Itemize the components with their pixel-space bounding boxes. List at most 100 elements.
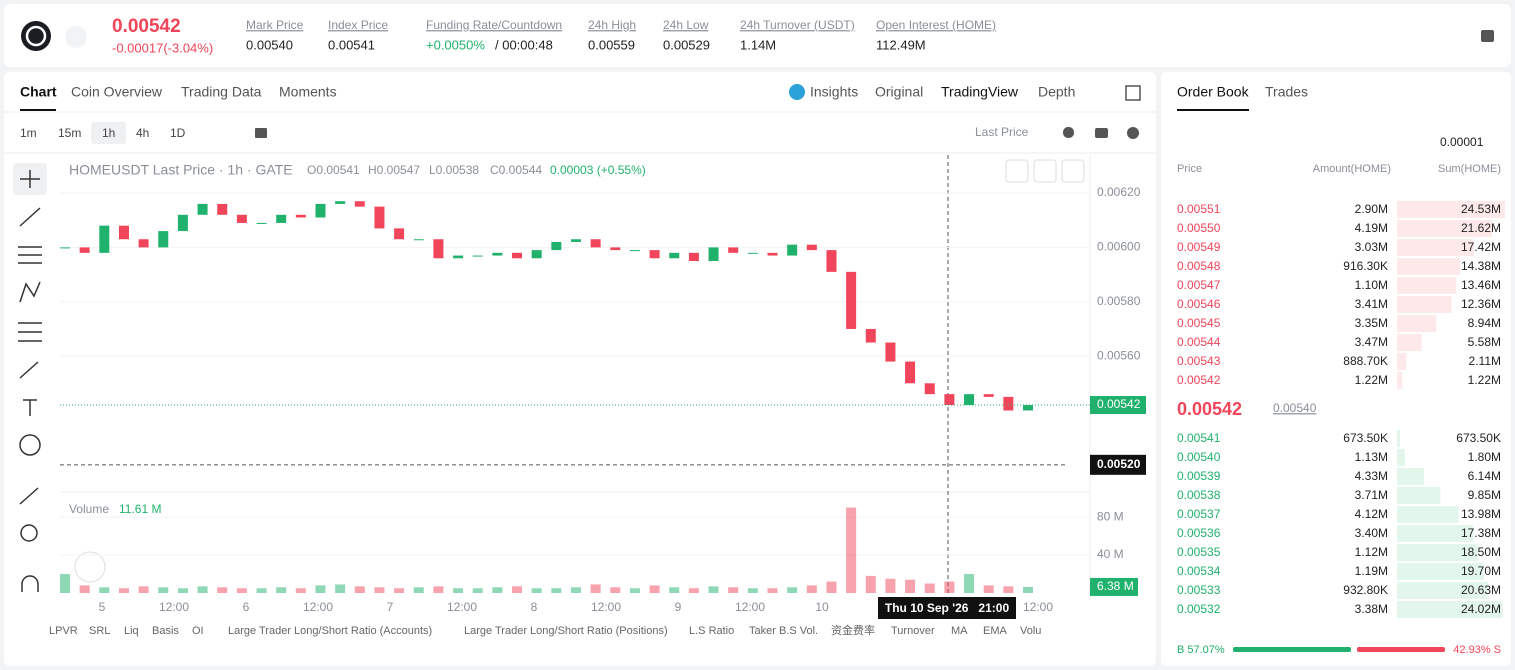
indicator-tab[interactable]: Taker B.S Vol. xyxy=(749,625,818,637)
book-price[interactable]: 0.00532 xyxy=(1177,602,1221,616)
book-price[interactable]: 0.00534 xyxy=(1177,564,1221,578)
candle xyxy=(236,214,247,223)
candle xyxy=(276,214,287,223)
indicator-tab[interactable]: Basis xyxy=(152,625,179,637)
book-price[interactable]: 0.00547 xyxy=(1177,278,1221,292)
interval[interactable]: 1D xyxy=(170,126,186,140)
depth-bar xyxy=(1397,487,1441,504)
candle xyxy=(669,252,680,259)
candle xyxy=(60,247,70,249)
indicator-tab[interactable]: EMA xyxy=(983,625,1008,637)
chart-tab[interactable]: Moments xyxy=(279,84,337,100)
chart-tab[interactable]: Coin Overview xyxy=(71,84,163,100)
volume-bar xyxy=(295,588,306,593)
book-amount: 1.22M xyxy=(1355,373,1388,387)
indicator-tab[interactable]: Turnover xyxy=(891,625,935,637)
candle xyxy=(826,250,837,272)
book-price[interactable]: 0.00543 xyxy=(1177,354,1221,368)
price-type[interactable]: Last Price xyxy=(975,125,1029,139)
stat-extra: / 00:00:48 xyxy=(495,37,553,52)
candle xyxy=(629,250,640,252)
book-price[interactable]: 0.00539 xyxy=(1177,469,1221,483)
candle xyxy=(610,247,621,251)
book-price[interactable]: 0.00541 xyxy=(1177,431,1221,445)
book-tab[interactable]: Order Book xyxy=(1177,84,1250,100)
volume-bar xyxy=(512,586,523,593)
book-sum: 24.02M xyxy=(1461,602,1501,616)
favorite[interactable] xyxy=(65,26,87,48)
stat-label: 24h Low xyxy=(663,18,709,32)
ohlc-h: H0.00547 xyxy=(368,163,420,177)
view-tab[interactable]: TradingView xyxy=(941,84,1019,100)
candle xyxy=(708,247,719,261)
candle xyxy=(118,225,129,240)
interval[interactable]: 15m xyxy=(58,126,81,140)
book-price[interactable]: 0.00546 xyxy=(1177,297,1221,311)
y-tick-label: 0.00580 xyxy=(1097,294,1141,308)
stat-value: 0.00529 xyxy=(663,37,710,52)
view-tab[interactable]: Insights xyxy=(810,84,858,100)
book-price[interactable]: 0.00538 xyxy=(1177,488,1221,502)
book-sum: 12.36M xyxy=(1461,297,1501,311)
candle xyxy=(649,250,660,259)
interval[interactable]: 1h xyxy=(102,126,115,140)
depth-bar xyxy=(1397,220,1493,237)
stat-label: Open Interest (HOME) xyxy=(876,18,996,32)
volume-bar xyxy=(885,578,896,593)
buy-ratio: B 57.07% xyxy=(1177,644,1225,656)
book-sum: 9.85M xyxy=(1468,488,1501,502)
candle xyxy=(295,214,306,218)
candle xyxy=(492,252,503,256)
book-amount: 3.41M xyxy=(1355,297,1388,311)
indicator-tab[interactable]: L.S Ratio xyxy=(689,625,734,637)
book-price[interactable]: 0.00545 xyxy=(1177,316,1221,330)
book-price[interactable]: 0.00551 xyxy=(1177,202,1221,216)
book-sum: 6.14M xyxy=(1468,469,1501,483)
indicator-tab[interactable]: SRL xyxy=(89,625,110,637)
book-sum: 18.50M xyxy=(1461,545,1501,559)
chart-tab[interactable]: Chart xyxy=(20,84,57,100)
ohlc-chg: 0.00003 (+0.55%) xyxy=(550,163,646,177)
volume-bar xyxy=(728,587,739,593)
indicator-tab[interactable]: Liq xyxy=(124,625,139,637)
indicator-tab[interactable]: Volu xyxy=(1020,625,1041,637)
indicator-tab[interactable]: LPVR xyxy=(49,625,78,637)
book-price[interactable]: 0.00535 xyxy=(1177,545,1221,559)
indicator-tab[interactable]: 资金费率 xyxy=(831,623,875,637)
chart-tab[interactable]: Trading Data xyxy=(181,84,262,100)
menu-icon[interactable] xyxy=(1481,30,1494,42)
interval[interactable]: 1m xyxy=(20,126,37,140)
book-sum: 17.42M xyxy=(1461,240,1501,254)
book-sum: 673.50K xyxy=(1456,431,1501,445)
book-price[interactable]: 0.00549 xyxy=(1177,240,1221,254)
volume-bar xyxy=(610,587,621,593)
indicator-tab[interactable]: OI xyxy=(192,625,204,637)
depth-bar xyxy=(1397,544,1479,561)
book-tab[interactable]: Trades xyxy=(1265,84,1308,100)
view-tab[interactable]: Depth xyxy=(1038,84,1075,100)
book-price[interactable]: 0.00542 xyxy=(1177,373,1221,387)
y2-tick-label: 40 M xyxy=(1097,547,1124,561)
book-price[interactable]: 0.00533 xyxy=(1177,583,1221,597)
volume-bar xyxy=(865,575,876,593)
book-price[interactable]: 0.00537 xyxy=(1177,507,1221,521)
book-amount: 4.12M xyxy=(1355,507,1388,521)
stat-label: Index Price xyxy=(328,18,388,32)
book-price[interactable]: 0.00550 xyxy=(1177,221,1221,235)
view-tab[interactable]: Original xyxy=(875,84,923,100)
precision[interactable]: 0.00001 xyxy=(1440,135,1484,149)
column-header: Sum(HOME) xyxy=(1438,163,1501,175)
candle xyxy=(79,247,90,253)
tool-icons[interactable] xyxy=(74,85,1141,583)
indicator-tab[interactable]: MA xyxy=(951,625,968,637)
book-price[interactable]: 0.00548 xyxy=(1177,259,1221,273)
book-price[interactable]: 0.00540 xyxy=(1177,450,1221,464)
last-price-badge xyxy=(1090,396,1146,415)
indicator-tab[interactable]: Large Trader Long/Short Ratio (Accounts) xyxy=(228,625,432,637)
book-price[interactable]: 0.00536 xyxy=(1177,526,1221,540)
candle xyxy=(413,239,424,241)
indicator-tab[interactable]: Large Trader Long/Short Ratio (Positions… xyxy=(464,625,668,637)
book-sum: 21.62M xyxy=(1461,221,1501,235)
book-price[interactable]: 0.00544 xyxy=(1177,335,1221,349)
interval[interactable]: 4h xyxy=(136,126,149,140)
